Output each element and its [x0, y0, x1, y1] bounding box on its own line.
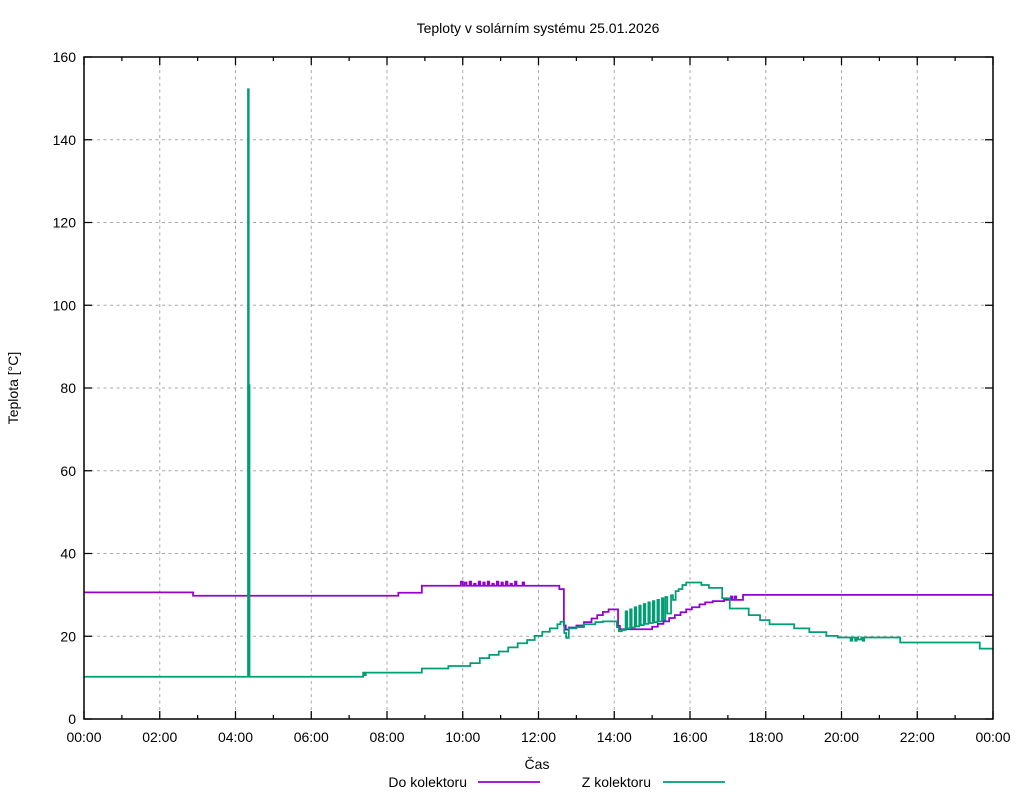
legend: Do kolektoru Z kolektoru	[388, 774, 725, 790]
x-axis-label: Čas	[525, 756, 550, 772]
x-tick-label: 18:00	[748, 729, 783, 745]
legend-label-z-kolektoru: Z kolektoru	[582, 774, 651, 790]
y-tick-label: 20	[60, 628, 76, 644]
x-tick-label: 00:00	[66, 729, 101, 745]
x-tick-label: 04:00	[218, 729, 253, 745]
y-tick-label: 80	[60, 380, 76, 396]
chart-title: Teploty v solárním systému 25.01.2026	[417, 20, 660, 36]
y-tick-label: 100	[53, 297, 77, 313]
y-tick-label: 160	[53, 49, 77, 65]
tick-labels: 00:00 02:00 04:00 06:00 08:00 10:00 12:00 14:00…	[53, 49, 1011, 745]
y-tick-label: 140	[53, 132, 77, 148]
x-tick-label: 06:00	[294, 729, 329, 745]
x-tick-label: 22:00	[900, 729, 935, 745]
y-tick-label: 40	[60, 546, 76, 562]
axes-and-ticks	[83, 56, 994, 720]
legend-label-do-kolektoru: Do kolektoru	[388, 774, 467, 790]
x-tick-label: 12:00	[521, 729, 556, 745]
x-tick-label: 14:00	[597, 729, 632, 745]
x-tick-label: 20:00	[824, 729, 859, 745]
y-tick-label: 120	[53, 215, 77, 231]
y-axis-label: Teplota [°C]	[5, 352, 21, 425]
x-tick-label: 08:00	[369, 729, 404, 745]
series-line-0	[84, 580, 993, 631]
y-tick-label: 0	[68, 711, 76, 727]
y-tick-label: 60	[60, 463, 76, 479]
x-tick-label: 02:00	[142, 729, 177, 745]
x-tick-label: 10:00	[445, 729, 480, 745]
series-lines	[84, 88, 993, 678]
x-tick-label: 16:00	[672, 729, 707, 745]
x-tick-label: 00:00	[975, 729, 1010, 745]
grid-lines	[84, 57, 993, 719]
series-line-1	[84, 88, 993, 678]
